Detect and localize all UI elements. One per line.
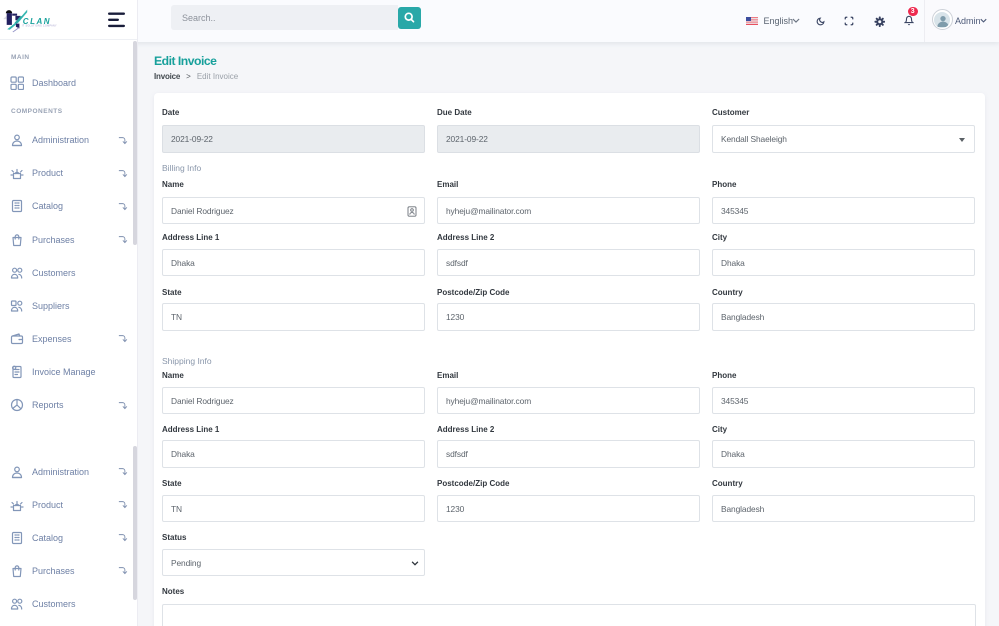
svg-text:CLAN: CLAN	[23, 17, 51, 26]
svg-text:IT SOLUTIONS COMPANY LTD: IT SOLUTIONS COMPANY LTD	[22, 24, 58, 27]
